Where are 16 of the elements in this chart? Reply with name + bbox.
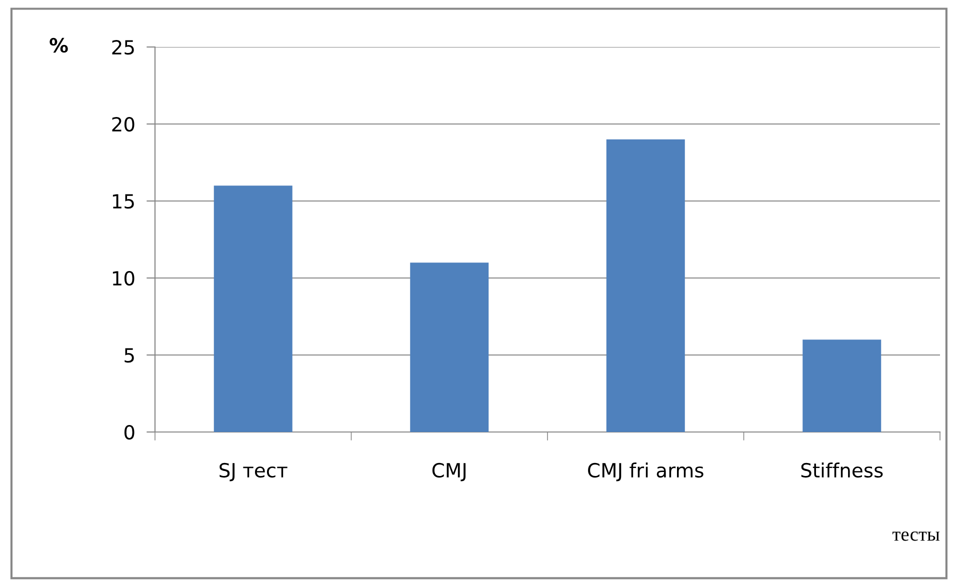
x-tick-label: Stiffness [801,462,883,478]
x-tick-label: SJ тест [220,462,288,482]
y-tick-label: 0 [124,424,134,440]
x-tick-label: CMJ fri arms [588,462,704,482]
y-tick-label: 20 [112,116,134,132]
y-tick-label: 15 [112,194,134,209]
y-tick-label: 25 [112,40,134,55]
x-axis-title: тесты [892,531,940,541]
bar [214,186,292,432]
x-tick-label: CMJ [432,462,466,482]
y-tick-label: 5 [124,348,134,363]
bar [606,139,685,432]
bar [802,340,882,432]
y-tick-label: 10 [112,270,134,286]
y-axis-title: % [50,38,68,53]
bar [410,262,489,432]
